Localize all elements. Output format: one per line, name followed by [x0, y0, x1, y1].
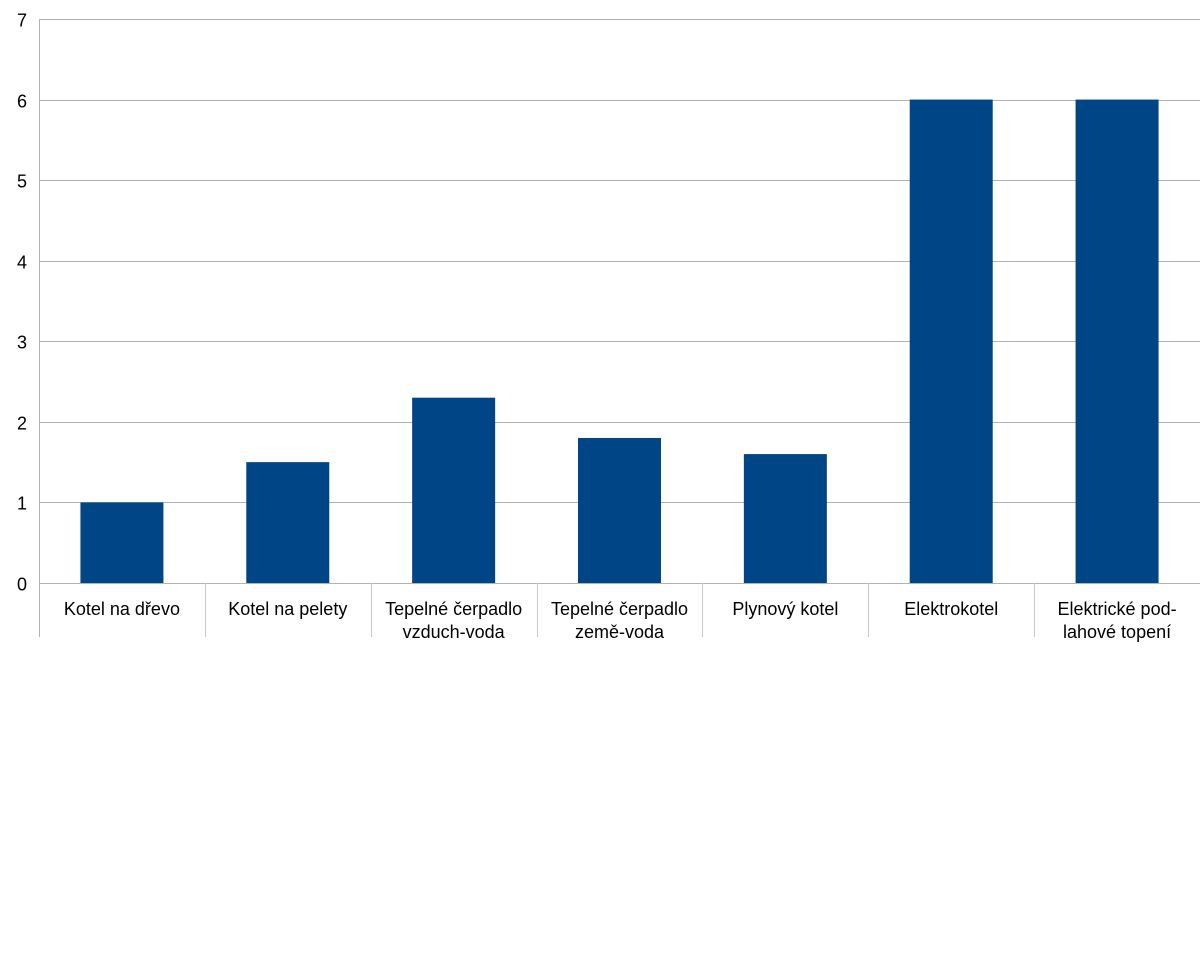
- x-tick-label-line: Plynový kotel: [732, 599, 838, 619]
- bar: [909, 99, 993, 584]
- bar: [578, 437, 661, 583]
- bars: [80, 99, 1159, 584]
- bar: [246, 462, 330, 583]
- x-tick-label-line: Tepelné čerpadlo: [551, 599, 688, 619]
- y-tick-label: 4: [17, 253, 27, 273]
- y-tick-label: 7: [17, 11, 27, 31]
- x-tick-label-line: lahové topení: [1063, 622, 1171, 642]
- y-tick-label: 2: [17, 414, 27, 434]
- y-tick-label: 5: [17, 172, 27, 192]
- axes: [39, 19, 1035, 637]
- x-tick-label: Plynový kotel: [732, 599, 838, 619]
- x-tick-label-line: země-voda: [575, 622, 665, 642]
- x-tick-label-line: Elektrokotel: [904, 599, 998, 619]
- y-tick-label: 6: [17, 92, 27, 112]
- x-tick-label-line: Kotel na pelety: [228, 599, 347, 619]
- x-tick-label-line: vzduch-voda: [403, 622, 506, 642]
- bar: [412, 397, 496, 583]
- y-tick-label: 1: [17, 494, 27, 514]
- bar: [80, 502, 164, 583]
- bar: [743, 454, 827, 583]
- x-tick-label: Elektrokotel: [904, 599, 998, 619]
- x-tick-label-line: Kotel na dřevo: [64, 599, 180, 619]
- x-tick-label: Tepelné čerpadlo země-voda: [551, 599, 688, 642]
- x-tick-label: Tepelné čerpadlo vzduch-voda: [385, 599, 522, 642]
- x-tick-labels: Kotel na dřevo Kotel na pelety Tepelné čer…: [64, 599, 1177, 642]
- x-tick-label-line: Elektrické pod-: [1058, 599, 1177, 619]
- x-tick-label-line: Tepelné čerpadlo: [385, 599, 522, 619]
- y-tick-label: 3: [17, 333, 27, 353]
- x-tick-label: Kotel na dřevo: [64, 599, 180, 619]
- y-tick-labels: 0 1 2 3 4 5 6 7: [17, 11, 27, 595]
- x-tick-label: Elektrické pod-lahové topení: [1058, 599, 1177, 642]
- y-tick-label: 0: [17, 575, 27, 595]
- bar: [1075, 99, 1159, 584]
- x-tick-label: Kotel na pelety: [228, 599, 347, 619]
